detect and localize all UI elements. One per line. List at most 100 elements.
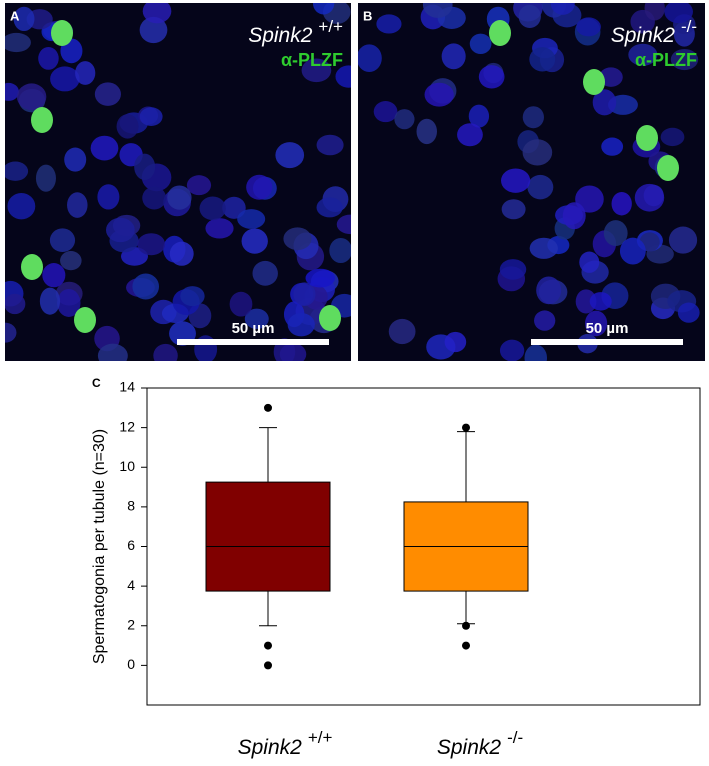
nucleus: [373, 101, 398, 123]
plzf-cell: [31, 107, 53, 133]
nucleus: [388, 318, 416, 345]
nucleus: [527, 174, 554, 200]
nucleus: [358, 44, 382, 73]
nucleus: [576, 17, 601, 37]
nucleus: [677, 302, 700, 323]
nucleus: [444, 331, 467, 353]
nucleus: [142, 3, 172, 24]
y-tick-label: 12: [119, 418, 135, 434]
nucleus: [106, 217, 135, 243]
nucleus: [49, 228, 76, 253]
y-tick-label: 14: [119, 379, 135, 395]
nucleus: [275, 142, 305, 169]
nucleus: [137, 233, 166, 256]
gene-name: Spink2: [611, 24, 676, 47]
plzf-cell: [657, 155, 679, 181]
nucleus: [422, 3, 453, 18]
micrograph: [5, 3, 351, 361]
y-tick-label: 6: [127, 537, 135, 553]
nucleus: [142, 186, 167, 210]
nucleus: [39, 287, 61, 315]
nucleus: [50, 66, 80, 92]
nucleus: [134, 153, 156, 180]
plzf-cell: [489, 20, 511, 46]
nucleus: [180, 286, 205, 307]
nucleus: [5, 161, 29, 181]
nucleus: [611, 191, 632, 216]
nucleus: [534, 310, 556, 331]
nucleus: [628, 43, 658, 66]
nucleus: [301, 58, 332, 83]
micrographs: A Spink2 +/+ α-PLZF 50 µm B Spink2 -/- α-PLZF 50 …: [5, 3, 705, 361]
nucleus: [660, 127, 685, 147]
nucleus: [5, 322, 17, 343]
plzf-cell: [51, 20, 73, 46]
nucleus: [501, 199, 526, 220]
nucleus: [634, 183, 665, 212]
box-chart: C 0 2 4 6 8 10 12 14 Spermatogonia per tubule (n=…: [91, 376, 701, 759]
nucleus: [316, 134, 344, 156]
nucleus: [153, 343, 178, 361]
nucleus: [329, 237, 351, 264]
nucleus: [167, 185, 192, 210]
nucleus: [90, 135, 119, 161]
nucleus: [670, 48, 699, 71]
outlier: [264, 641, 272, 650]
plzf-cell: [319, 305, 341, 331]
outlier: [462, 641, 470, 650]
nucleus: [562, 202, 586, 230]
box: [205, 481, 331, 592]
nucleus: [244, 308, 269, 330]
nucleus: [441, 43, 466, 70]
y-tick-label: 0: [127, 656, 135, 672]
nucleus: [139, 107, 163, 126]
nucleus: [312, 3, 335, 15]
x-tick-label: Spink2 -/-: [437, 728, 523, 758]
scale-bar-label: 50 µm: [232, 320, 275, 337]
y-tick-label: 10: [119, 458, 135, 474]
y-tick-label: 8: [127, 498, 135, 514]
nucleus: [499, 339, 525, 361]
plzf-cell: [21, 254, 43, 280]
nucleus: [664, 3, 693, 24]
micrograph: [358, 3, 705, 361]
nucleus: [468, 104, 490, 128]
nucleus: [237, 209, 266, 229]
nucleus: [592, 89, 617, 116]
category-gene: Spink2: [238, 736, 303, 759]
nucleus: [169, 241, 194, 266]
nucleus: [501, 168, 531, 193]
nucleus: [522, 106, 544, 129]
nucleus: [376, 14, 402, 34]
nucleus: [316, 197, 343, 218]
nucleus: [575, 185, 604, 213]
nucleus: [668, 226, 698, 254]
genotype: -/-: [681, 17, 697, 36]
category-gene: Spink2: [437, 736, 502, 759]
nucleus: [336, 214, 351, 235]
y-tick-label: 4: [127, 577, 135, 593]
nucleus: [97, 184, 120, 210]
x-tick-label: Spink2 +/+: [238, 728, 333, 758]
nucleus: [132, 273, 160, 300]
nucleus: [644, 3, 665, 21]
nucleus: [469, 33, 492, 54]
stain-label: α-PLZF: [635, 50, 697, 70]
genotype: +/+: [318, 17, 343, 36]
nucleus: [5, 293, 26, 315]
nucleus: [579, 251, 600, 273]
nucleus: [478, 65, 505, 89]
nucleus: [241, 228, 268, 254]
nucleus: [94, 82, 121, 106]
panel-label: B: [363, 8, 372, 23]
nucleus: [283, 227, 312, 251]
scale-bar: [531, 339, 683, 345]
nucleus: [457, 123, 483, 147]
nucleus: [13, 6, 35, 32]
nucleus: [589, 292, 612, 311]
nucleus: [287, 312, 315, 337]
panel-label: C: [92, 376, 101, 390]
outlier: [462, 621, 470, 630]
y-tick-label: 2: [127, 616, 135, 632]
